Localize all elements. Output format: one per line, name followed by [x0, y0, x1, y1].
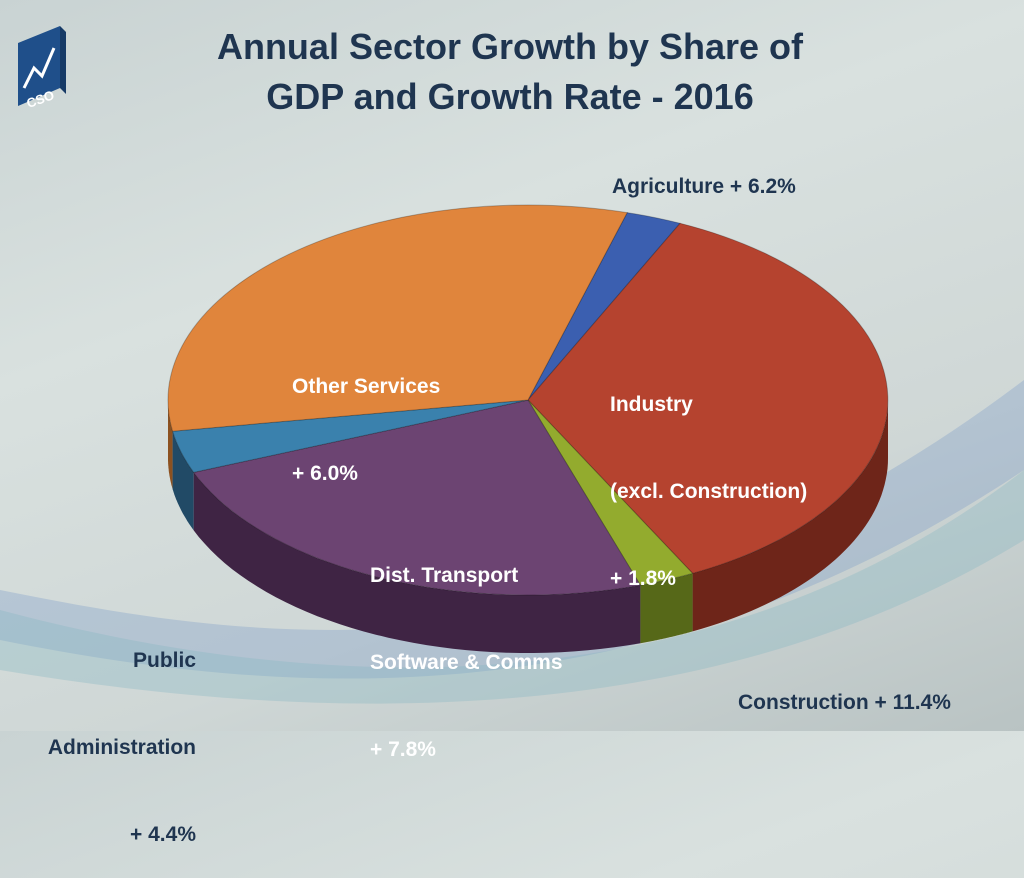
label-industry: Industry (excl. Construction) + 1.8%	[610, 332, 807, 622]
label-industry-line-1: Industry	[610, 393, 693, 416]
label-dist-transport: Dist. Transport Software & Comms + 7.8%	[370, 503, 563, 793]
label-dist-transport-line-1: Dist. Transport	[370, 564, 519, 587]
label-dist-transport-line-2: Software & Comms	[370, 651, 563, 674]
chart-title-line-1: Annual Sector Growth by Share of	[216, 26, 804, 67]
slice-side-industry-excl-construction	[692, 400, 888, 632]
label-industry-line-3: + 1.8%	[610, 567, 676, 590]
label-other-services-line-1: Other Services	[292, 375, 441, 398]
label-other-services: Other Services + 6.0%	[292, 314, 440, 517]
slice-agriculture	[527, 212, 682, 401]
label-agriculture: Agriculture + 6.2%	[612, 175, 796, 198]
chart-title-line-2: GDP and Growth Rate - 2016	[266, 76, 754, 117]
label-public-admin-line-1: Public	[132, 649, 196, 672]
label-dist-transport-line-3: + 7.8%	[370, 738, 436, 761]
label-other-services-line-2: + 6.0%	[292, 462, 358, 485]
pie-chart	[167, 204, 889, 653]
slice-side-dist-transport-software-comms	[193, 472, 641, 653]
slice-other-services	[167, 204, 628, 432]
slice-dist-transport-software-comms	[192, 399, 642, 596]
cso-logo: CSO	[12, 18, 72, 111]
label-public-admin-line-2: Administration	[47, 736, 196, 759]
label-construction: Construction + 11.4%	[738, 691, 951, 714]
slice-public-administration	[171, 399, 529, 473]
chart-title: Annual Sector Growth by Share of GDP and…	[150, 22, 870, 122]
label-public-administration: Public Administration + 4.4%	[36, 588, 196, 878]
slice-side-construction	[640, 573, 693, 644]
slice-construction	[527, 399, 694, 586]
slice-industry-excl-construction	[527, 222, 889, 574]
label-industry-line-2: (excl. Construction)	[610, 480, 808, 503]
slice-side-public-administration	[172, 431, 194, 531]
slice-side-other-services	[168, 400, 173, 490]
label-public-admin-line-3: + 4.4%	[130, 823, 196, 846]
